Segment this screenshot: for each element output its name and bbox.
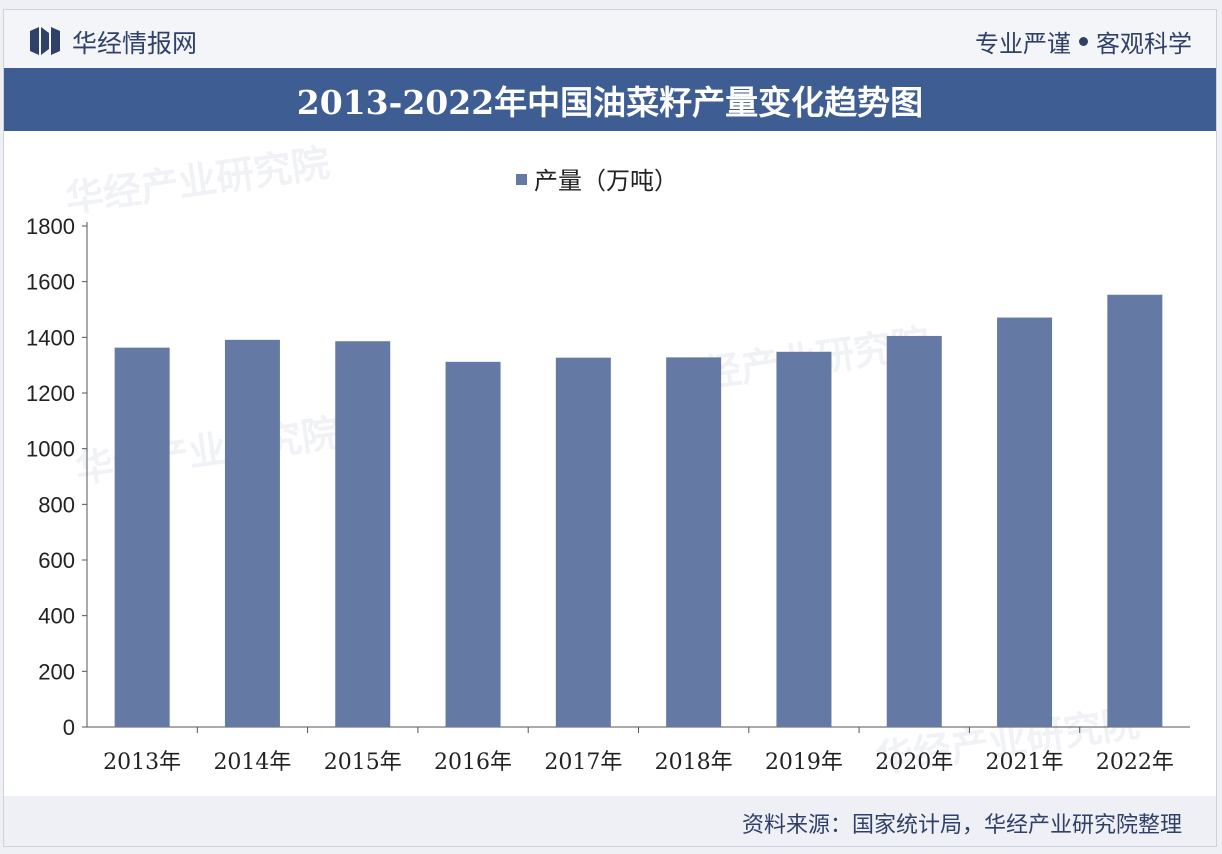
chart-title: 2013-2022年中国油菜籽产量变化趋势图 xyxy=(296,82,924,122)
bar xyxy=(997,317,1053,727)
y-tick-label: 1000 xyxy=(26,437,75,462)
x-tick-label: 2018年 xyxy=(655,750,733,775)
y-tick-label: 200 xyxy=(38,659,75,684)
source-note: 资料来源：国家统计局，华经产业研究院整理 xyxy=(741,813,1182,838)
y-tick-label: 800 xyxy=(38,492,75,517)
chart-frame: 华经情报网 专业严谨 客观科学 2013-2022年中国油菜籽产量变化趋势图 华… xyxy=(3,9,1217,847)
x-tick-label: 2022年 xyxy=(1096,750,1174,775)
bar-chart: 产量（万吨） 0 200 400 600 800 1000 1200 1400 1600 1800 2… xyxy=(26,167,1190,775)
x-tick-label: 2017年 xyxy=(544,750,622,775)
bar xyxy=(555,357,611,727)
x-tick-label: 2020年 xyxy=(875,750,953,775)
bar xyxy=(776,351,832,727)
footer: 资料来源：国家统计局，华经产业研究院整理 xyxy=(4,796,1216,846)
bar xyxy=(114,347,170,727)
slogan-left: 专业严谨 xyxy=(975,30,1071,58)
title-bar: 2013-2022年中国油菜籽产量变化趋势图 xyxy=(4,68,1216,131)
legend-swatch xyxy=(516,174,527,185)
y-tick-label: 600 xyxy=(38,548,75,573)
bar xyxy=(886,335,942,727)
bullet-dot-icon xyxy=(1079,37,1088,46)
y-tick-label: 1200 xyxy=(26,381,75,406)
bar xyxy=(445,361,501,727)
top-bar: 华经情报网 专业严谨 客观科学 xyxy=(4,10,1216,68)
y-tick-label: 1600 xyxy=(26,270,75,295)
slogan-right: 客观科学 xyxy=(1096,30,1192,58)
x-tick-label: 2013年 xyxy=(103,750,181,775)
slogan: 专业严谨 客观科学 xyxy=(975,24,1192,59)
x-tick-label: 2021年 xyxy=(986,750,1064,775)
brand-logo-icon xyxy=(30,27,60,55)
y-tick-label: 0 xyxy=(63,715,75,740)
y-tick-label: 1800 xyxy=(26,214,75,239)
bar xyxy=(666,357,722,727)
x-tick-label: 2014年 xyxy=(213,750,291,775)
brand-name: 华经情报网 xyxy=(72,29,198,58)
legend-label: 产量（万吨） xyxy=(534,167,678,195)
bar xyxy=(335,341,391,727)
y-tick-label: 1400 xyxy=(26,325,75,350)
x-tick-label: 2016年 xyxy=(434,750,512,775)
x-tick-label: 2015年 xyxy=(324,750,402,775)
bar xyxy=(224,339,280,727)
y-tick-label: 400 xyxy=(38,604,75,629)
x-tick-label: 2019年 xyxy=(765,750,843,775)
bar xyxy=(1107,294,1163,727)
